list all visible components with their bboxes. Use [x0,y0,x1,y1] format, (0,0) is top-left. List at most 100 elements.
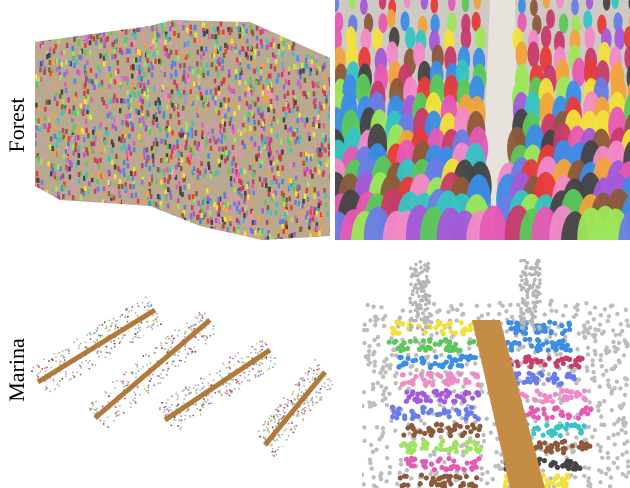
boat-point [422,464,428,470]
tree [154,58,157,64]
point [312,404,314,406]
point [485,311,491,317]
tree [264,20,268,24]
tree [168,94,172,100]
point [597,402,603,407]
tree [228,121,232,127]
tree [116,68,120,74]
tree-crown [585,0,594,10]
boat-point [542,362,548,368]
tree [146,217,150,223]
tree [271,57,274,63]
point [95,400,97,403]
tree [100,79,104,85]
point [115,415,117,418]
tree [321,139,325,145]
point [184,330,187,333]
tree [315,55,318,61]
point [615,311,620,317]
point [171,360,174,363]
tree [117,136,121,142]
tree [284,242,287,247]
tree [139,75,143,81]
tree [268,232,272,238]
tree-crown [558,13,569,34]
tree [139,82,142,88]
point [297,392,300,395]
tree [308,199,312,205]
tree [311,20,314,21]
tree [177,155,181,161]
tree [179,165,183,171]
tree [30,147,33,152]
tree [85,217,88,223]
boat-point [523,354,529,361]
tree [269,150,272,156]
tree [85,147,88,153]
tree [74,92,78,98]
tree [138,50,142,56]
point [72,371,74,374]
tree [97,164,101,170]
point [487,303,492,308]
tree [307,23,310,29]
tree [294,200,297,206]
tree [114,20,118,26]
tree [191,234,194,240]
point [120,380,122,383]
tree [98,68,102,74]
tree [269,73,272,79]
tree [277,49,281,55]
point [597,322,603,327]
tree [92,134,96,140]
point [365,302,370,308]
point [109,325,112,327]
tree [211,128,214,134]
tree [51,213,54,219]
point [602,422,607,428]
point [620,328,625,334]
point [606,382,611,388]
tree [206,205,209,211]
point [219,391,222,394]
tree [283,93,287,99]
tree [304,58,308,64]
tree [65,107,69,113]
tree [88,70,92,76]
boat-point [467,327,473,333]
tree [309,228,312,234]
tree [237,219,241,225]
tree [303,62,307,68]
tree [252,190,255,196]
tree [186,145,189,151]
tree [139,213,142,219]
tree [245,101,249,107]
tree [289,126,293,132]
tree [198,85,201,91]
tree [314,103,317,109]
tree [298,226,302,232]
tree [82,148,86,154]
tree [88,209,91,215]
tree [97,131,100,137]
tree [218,90,221,96]
point [620,452,625,457]
boat-point [438,339,444,345]
tree [242,217,245,223]
point [67,352,70,355]
tree [328,106,330,112]
point [602,399,607,404]
tree [224,135,227,141]
tree [37,76,41,82]
tree [121,50,124,56]
tree [153,158,157,164]
boat-point [467,446,473,452]
tree [320,212,323,218]
tree [221,20,225,21]
tree [210,226,213,232]
tree [315,210,319,216]
point [432,348,437,354]
point [123,373,126,376]
tree [146,135,150,141]
tree [53,174,57,180]
